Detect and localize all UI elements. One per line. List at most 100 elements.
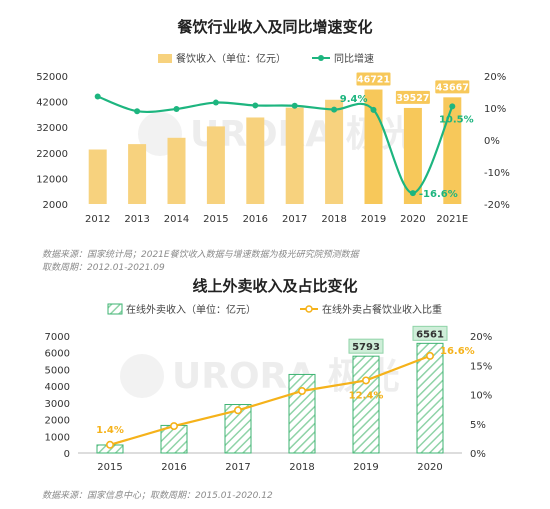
- bar-2018: [288, 373, 316, 454]
- x-tick-label: 2016: [161, 462, 186, 473]
- y-tick-label: 42000: [36, 98, 68, 109]
- x-tick-label: 2013: [124, 214, 149, 225]
- growth-point-2020: [409, 190, 416, 197]
- bar-2019: [352, 355, 380, 454]
- chart2-title: 线上外卖收入及占比变化: [192, 277, 358, 295]
- chart1-source: 数据来源：国家统计局；2021E餐饮收入数据与增速数据为极光研究院预测数据: [42, 250, 359, 260]
- x-tick-label: 2018: [289, 462, 314, 473]
- legend-line-label: 在线外卖占餐饮业收入比重: [322, 303, 442, 316]
- y2-tick-label: 20%: [484, 72, 506, 83]
- y-tick-label: 5000: [45, 365, 70, 376]
- growth-point-2014: [173, 105, 180, 112]
- x-tick-label: 2018: [321, 214, 346, 225]
- share-value-label: 16.6%: [440, 346, 475, 357]
- x-tick-label: 2015: [97, 462, 122, 473]
- legend-bar-swatch: [107, 303, 123, 315]
- share-value-label: 12.4%: [349, 390, 384, 401]
- y-tick-label: 52000: [36, 72, 68, 83]
- x-tick-label: 2020: [417, 462, 442, 473]
- bar-2015: [206, 126, 225, 204]
- x-tick-label: 2019: [353, 462, 378, 473]
- growth-point-2013: [134, 108, 141, 115]
- bar-value-label-box: [412, 325, 448, 341]
- share-point-2017: [234, 406, 243, 415]
- y2-tick-label: 15%: [470, 361, 492, 372]
- y-tick-label: 12000: [36, 174, 68, 185]
- bar-value-label-box: [348, 338, 384, 354]
- bar-2013: [128, 144, 147, 204]
- y2-tick-label: 5%: [470, 420, 486, 431]
- x-tick-label: 2017: [225, 462, 250, 473]
- bar-2014: [167, 137, 186, 204]
- share-point-2018: [297, 386, 306, 395]
- chart1-legend: 餐饮收入（单位：亿元） 同比增速: [158, 52, 374, 65]
- y-tick-label: 7000: [45, 332, 70, 343]
- watermark-logo-icon: [120, 354, 164, 398]
- bar-2016: [246, 117, 265, 204]
- growth-value-label: 9.4%: [340, 94, 368, 105]
- bar-2012: [88, 149, 107, 204]
- y-tick-label: 6000: [45, 349, 70, 360]
- y2-tick-label: 10%: [470, 391, 492, 402]
- share-point-2019: [361, 376, 370, 385]
- x-tick-label: 2021E: [436, 214, 468, 225]
- bar-2018: [325, 99, 344, 204]
- x-tick-label: 2014: [164, 214, 189, 225]
- y-tick-label: 0: [64, 449, 70, 460]
- chart1-period: 取数周期：2012.01-2021.09: [42, 263, 165, 273]
- legend-bar-swatch: [158, 54, 172, 63]
- y2-tick-label: -10%: [484, 168, 510, 179]
- x-tick-label: 2019: [361, 214, 386, 225]
- legend-line-marker: [305, 305, 313, 313]
- bar-2020: [403, 107, 422, 204]
- x-tick-label: 2016: [243, 214, 268, 225]
- bar-2017: [285, 107, 304, 204]
- growth-point-2019: [370, 106, 377, 113]
- x-tick-label: 2012: [85, 214, 110, 225]
- bar-value-label: 43667: [436, 82, 469, 93]
- bar-value-label-box: [356, 72, 391, 86]
- y-tick-label: 2000: [43, 200, 68, 211]
- growth-point-2018: [331, 106, 338, 113]
- y2-tick-label: 0%: [484, 136, 500, 147]
- bar-2021E: [443, 97, 462, 204]
- bar-value-label-box: [395, 90, 430, 104]
- growth-point-2021E: [449, 103, 456, 110]
- growth-line: [97, 95, 454, 195]
- y-tick-label: 4000: [45, 382, 70, 393]
- y-tick-label: 1000: [45, 432, 70, 443]
- y-tick-label: 32000: [36, 123, 68, 134]
- x-tick-label: 2020: [400, 214, 425, 225]
- x-tick-label: 2015: [203, 214, 228, 225]
- growth-point-2016: [252, 102, 259, 109]
- growth-point-2012: [94, 93, 101, 100]
- share-value-label: 1.4%: [96, 425, 124, 436]
- y-tick-label: 22000: [36, 149, 68, 160]
- y-tick-label: 2000: [45, 416, 70, 427]
- bar-2020: [416, 342, 444, 454]
- x-tick-label: 2017: [282, 214, 307, 225]
- bar-value-label: 6561: [416, 329, 444, 340]
- y2-tick-label: 20%: [470, 332, 492, 343]
- bar-value-label: 46721: [357, 75, 390, 86]
- y-tick-label: 3000: [45, 399, 70, 410]
- legend-bar-label: 在线外卖收入（单位：亿元）: [126, 303, 256, 316]
- bar-2019: [364, 89, 383, 204]
- share-point-2015: [106, 440, 115, 449]
- growth-point-2017: [291, 102, 298, 109]
- bar-value-label: 39527: [396, 93, 429, 104]
- chart1-title: 餐饮行业收入及同比增速变化: [177, 18, 373, 36]
- y2-tick-label: 0%: [470, 449, 486, 460]
- y2-tick-label: 10%: [484, 104, 506, 115]
- bar-value-label: 5793: [352, 342, 380, 353]
- legend-line-marker: [318, 55, 324, 61]
- share-point-2016: [170, 422, 179, 431]
- y2-tick-label: -20%: [484, 200, 510, 211]
- legend-line-label: 同比增速: [334, 52, 374, 65]
- growth-point-2015: [212, 99, 219, 106]
- legend-bar-label: 餐饮收入（单位：亿元）: [176, 52, 286, 65]
- chart2-source: 数据来源：国家信息中心；取数周期：2015.01-2020.12: [42, 491, 273, 501]
